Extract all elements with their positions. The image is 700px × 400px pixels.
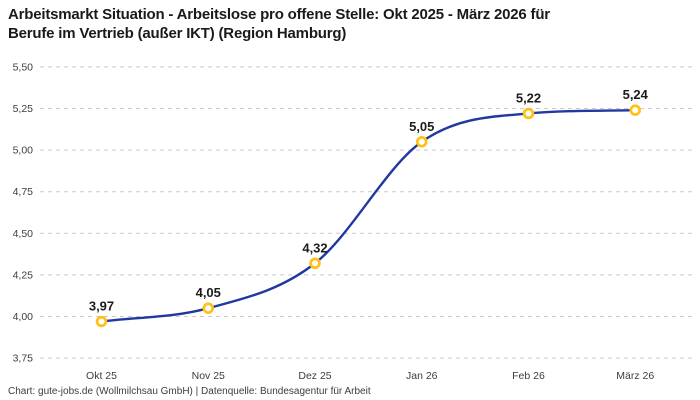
data-series-line — [100, 108, 637, 323]
y-tick-label: 4,25 — [13, 269, 34, 281]
x-tick-label: Jan 26 — [406, 370, 438, 382]
page-title-line-2: Berufe im Vertrieb (außer IKT) (Region H… — [8, 25, 347, 42]
data-point-marker — [416, 136, 428, 148]
y-tick-label: 4,75 — [13, 186, 34, 198]
x-tick-label: März 26 — [616, 370, 654, 382]
data-point-label: 3,97 — [89, 298, 114, 313]
y-tick-label: 3,75 — [13, 353, 34, 365]
data-point-marker — [95, 315, 108, 328]
x-tick-label: Dez 25 — [298, 370, 331, 382]
x-tick-label: Okt 25 — [86, 370, 117, 382]
x-tick-label: Feb 26 — [512, 370, 545, 382]
chart-attribution: Chart: gute-jobs.de (Wollmilchsau GmbH) … — [8, 386, 371, 397]
data-point-marker — [309, 257, 321, 270]
y-tick-label: 4,00 — [13, 311, 34, 323]
page-title: Arbeitsmarkt Situation - Arbeitslose pro… — [8, 5, 696, 43]
data-point-label: 4,32 — [302, 240, 327, 255]
data-point-marker — [629, 104, 641, 116]
data-point-label: 5,22 — [516, 90, 541, 105]
y-tick-label: 5,50 — [13, 61, 34, 73]
data-point-label: 5,24 — [623, 87, 649, 102]
y-tick-label: 4,50 — [13, 228, 34, 240]
x-tick-label: Nov 25 — [192, 370, 225, 382]
data-point-marker — [522, 107, 535, 120]
data-point-label: 4,05 — [196, 285, 221, 300]
y-tick-label: 5,00 — [13, 145, 34, 157]
y-tick-label: 5,25 — [13, 103, 34, 115]
data-point-label: 5,05 — [409, 119, 434, 134]
data-point-marker — [202, 302, 215, 314]
page-title-line-1: Arbeitsmarkt Situation - Arbeitslose pro… — [8, 6, 550, 23]
